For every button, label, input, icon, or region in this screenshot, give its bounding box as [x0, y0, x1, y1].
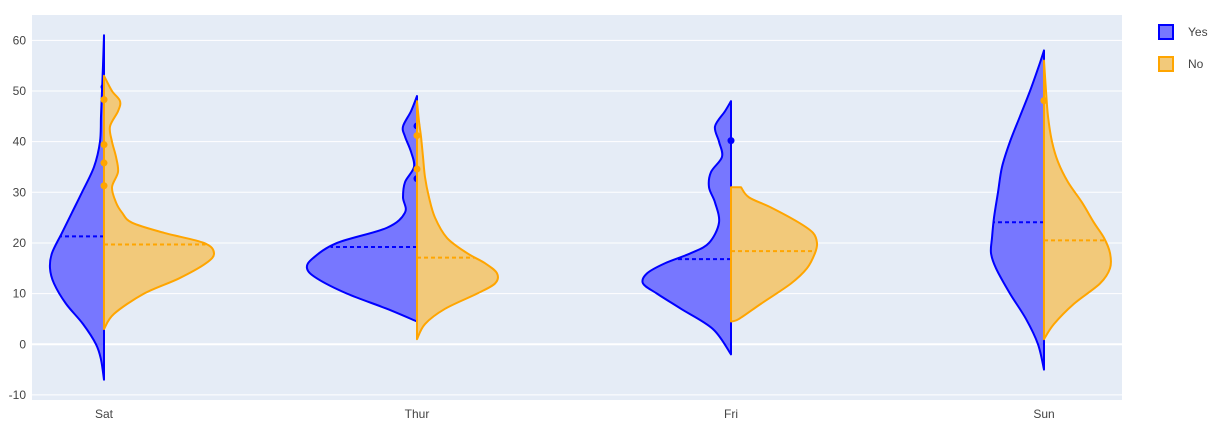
outlier-point [100, 159, 108, 167]
y-tick-label: 50 [13, 84, 27, 98]
y-tick-label: 30 [13, 185, 27, 199]
violin-no-fri [730, 186, 819, 323]
y-tick-label: -10 [9, 388, 27, 402]
plot-background [32, 15, 1122, 400]
violins [48, 34, 1113, 381]
outlier-point [413, 165, 421, 173]
x-tick-label: Fri [724, 407, 738, 421]
x-tick-label: Sun [1033, 407, 1054, 421]
y-axis: -10 0 10 20 30 40 50 60 [9, 33, 27, 402]
legend-label-no: No [1188, 57, 1204, 71]
y-tick-label: 20 [13, 236, 27, 250]
x-axis: Sat Thur Fri Sun [95, 407, 1055, 421]
x-tick-label: Thur [405, 407, 430, 421]
legend[interactable]: Yes No [1158, 24, 1208, 72]
y-tick-label: 0 [19, 337, 26, 351]
legend-swatch-no [1158, 56, 1174, 72]
outlier-point [100, 141, 108, 149]
violin-no-sat [103, 74, 216, 331]
legend-label-yes: Yes [1188, 25, 1208, 39]
violin-yes-fri [641, 100, 732, 356]
legend-swatch-yes [1158, 24, 1174, 40]
outlier-point [727, 137, 735, 145]
outlier-point [100, 182, 108, 190]
outlier-point [1040, 97, 1048, 105]
y-tick-label: 60 [13, 33, 27, 47]
x-tick-label: Sat [95, 407, 114, 421]
violin-yes-thur [305, 95, 418, 323]
violin-no-sun [1043, 59, 1113, 341]
gridlines [32, 39, 1122, 396]
outlier-point [413, 132, 421, 140]
y-tick-label: 40 [13, 135, 27, 149]
violin-yes-sat [48, 34, 105, 381]
y-tick-label: 10 [13, 287, 27, 301]
violin-no-thur [416, 100, 499, 341]
violin-yes-sun [989, 49, 1045, 371]
outlier-point [100, 96, 108, 104]
